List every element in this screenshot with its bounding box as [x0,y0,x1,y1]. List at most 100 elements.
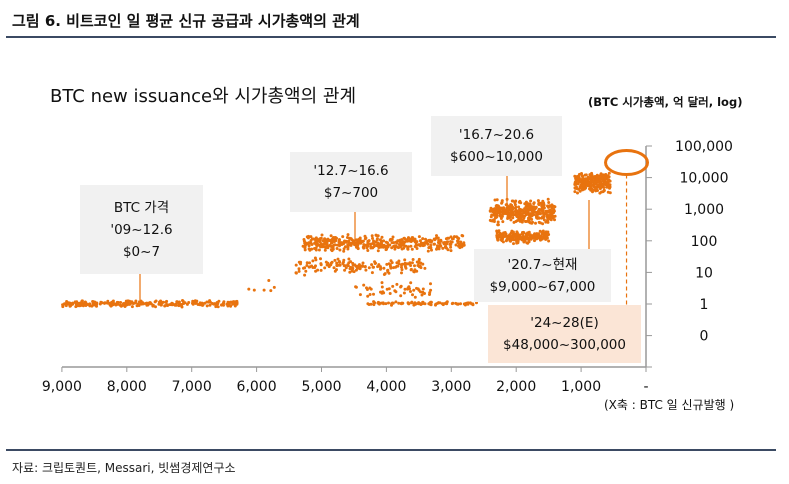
data-point [598,178,602,182]
data-point [346,236,349,239]
data-point [380,285,384,289]
data-point [579,172,583,176]
top-rule [6,36,776,38]
data-point [389,266,393,270]
x-tick-label: 6,000 [237,379,277,395]
data-point [533,239,536,243]
data-point [426,249,430,253]
data-point [502,211,506,215]
data-point [547,201,551,204]
data-point [371,236,374,240]
data-point [598,181,602,185]
data-point [365,244,369,248]
data-point [347,239,351,243]
data-point [412,288,416,292]
data-point [402,236,406,240]
data-point [208,299,212,303]
data-point [600,176,604,180]
data-point [511,216,515,220]
data-point [496,223,500,227]
data-point [161,300,165,304]
data-point [400,242,404,246]
data-point [527,220,531,224]
data-point [537,211,541,215]
data-point [346,243,350,247]
data-point [330,249,334,253]
data-point [329,244,333,248]
data-point [314,269,318,273]
data-point [229,300,233,304]
data-point [130,305,134,309]
data-point [401,240,405,243]
data-point [384,240,388,244]
data-point [366,249,370,252]
data-point [388,263,392,267]
data-point [318,237,322,241]
data-point [492,220,496,223]
data-point [518,208,521,212]
data-point [399,294,403,298]
data-point [428,238,432,242]
data-point [303,273,307,277]
data-point [552,209,556,213]
data-point [73,300,77,304]
data-point [522,210,526,214]
data-point [537,203,541,207]
data-point [203,301,207,305]
data-point [538,221,542,225]
data-point [370,271,374,275]
data-point [434,303,437,307]
data-point [382,266,386,270]
data-point [530,217,534,221]
data-point [549,218,553,222]
data-point [528,215,532,219]
data-point [514,234,518,238]
data-point [71,301,75,305]
annotation-line: $9,000~67,000 [489,278,596,295]
data-point [405,262,409,266]
x-axis-label: (X축 : BTC 일 신규발행 ) [604,398,735,412]
data-point [419,290,422,294]
data-point [518,217,522,221]
data-point [429,288,433,292]
data-point [524,220,527,223]
data-point [343,268,347,272]
data-point [397,246,400,250]
data-point [512,220,516,224]
data-point [397,262,401,266]
data-point [357,266,361,270]
data-point [389,259,393,263]
data-point [319,268,323,272]
data-point [579,180,583,184]
data-point [496,220,500,224]
data-point [594,186,598,190]
data-point [553,218,556,222]
data-point [413,268,417,272]
data-point [500,200,504,204]
data-point [596,189,599,192]
data-point [388,238,392,242]
data-point [335,264,339,268]
data-point [411,258,415,261]
data-point [297,267,301,271]
data-point [100,301,104,305]
data-point [433,238,437,242]
data-point [529,199,533,203]
data-point [488,209,492,213]
data-point [362,245,366,248]
data-point [521,230,525,234]
data-point [376,301,380,305]
data-point [429,243,433,247]
data-point [154,305,157,309]
data-point [303,242,307,246]
data-point [435,234,438,238]
data-point [413,264,416,268]
data-point [546,230,550,234]
data-point [362,283,366,287]
data-point [356,247,360,251]
data-point [421,290,425,294]
data-point [353,263,357,267]
data-point [528,233,532,237]
annotation-line: BTC 가격 [113,199,170,216]
data-point [308,265,312,269]
